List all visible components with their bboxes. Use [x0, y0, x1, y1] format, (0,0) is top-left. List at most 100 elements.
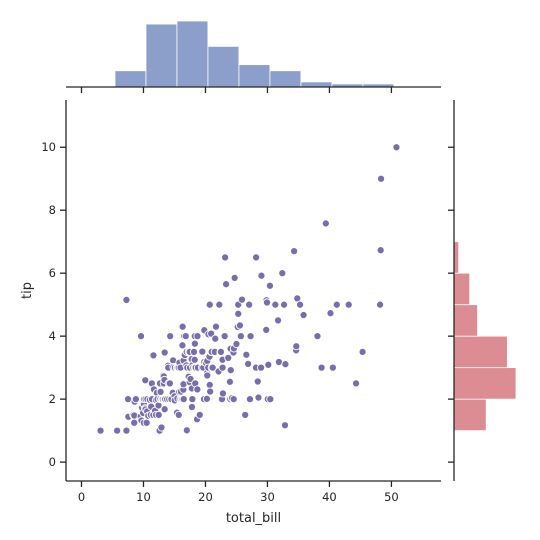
- scatter-point: [157, 423, 166, 432]
- scatter-point: [242, 350, 251, 359]
- scatter-point: [234, 309, 243, 318]
- scatter-point: [332, 300, 341, 309]
- scatter-point: [252, 253, 261, 262]
- right-hist-bar: [453, 398, 487, 432]
- top-hist-bar: [207, 45, 240, 88]
- scatter-point: [181, 332, 190, 341]
- scatter-point: [241, 410, 250, 419]
- right-hist-bar: [453, 272, 471, 306]
- scatter-point: [245, 395, 255, 404]
- scatter-point: [273, 316, 283, 325]
- right-marginal-histogram: [448, 100, 517, 481]
- scatter-point: [317, 363, 326, 372]
- scatter-point: [377, 174, 386, 183]
- x-tick-label: 40: [322, 490, 337, 504]
- scatter-point: [280, 421, 290, 430]
- right-hist-bar: [453, 367, 517, 400]
- scatter-point: [236, 332, 245, 341]
- scatter-points: [96, 143, 401, 435]
- scatter-point: [131, 395, 140, 404]
- scatter-point: [257, 271, 266, 280]
- scatter-point: [290, 247, 299, 256]
- scatter-point: [220, 332, 229, 341]
- x-axis-label: total_bill: [226, 511, 281, 526]
- scatter-point: [202, 394, 211, 403]
- scatter-point: [193, 385, 202, 394]
- scatter-point: [190, 339, 199, 348]
- scatter-point: [198, 347, 207, 356]
- x-tick-label: 10: [136, 490, 151, 504]
- scatter-point: [203, 371, 212, 380]
- scatter-point: [156, 387, 165, 396]
- scatter-point: [392, 143, 401, 152]
- scatter-point: [232, 339, 241, 349]
- scatter-point: [244, 359, 253, 368]
- scatter-point: [211, 334, 220, 343]
- y-axis-label: tip: [20, 282, 35, 299]
- scatter-point: [96, 426, 105, 435]
- scatter-point: [376, 300, 385, 309]
- scatter-point: [190, 355, 199, 364]
- scatter-point: [222, 280, 231, 289]
- y-tick-label: 8: [49, 203, 56, 217]
- scatter-point: [278, 269, 287, 278]
- scatter-point: [205, 300, 214, 309]
- scatter-point: [179, 395, 188, 404]
- right-hist-bar: [453, 304, 478, 337]
- scatter-point: [299, 311, 308, 320]
- scatter-point: [313, 332, 322, 341]
- scatter-point: [281, 360, 290, 369]
- scatter-point: [195, 410, 204, 419]
- scatter-point: [230, 273, 239, 282]
- scatter-point: [262, 298, 272, 307]
- scatter-point: [246, 332, 255, 341]
- scatter-point: [225, 377, 234, 386]
- top-hist-bar: [300, 81, 333, 88]
- scatter-point: [141, 376, 150, 385]
- scatter-point: [295, 300, 305, 309]
- scatter-point: [235, 321, 244, 330]
- y-tick-label: 2: [49, 392, 56, 406]
- scatter-point: [218, 363, 227, 372]
- scatter-point: [205, 380, 214, 390]
- scatter-point: [165, 379, 174, 388]
- scatter-point: [193, 332, 202, 341]
- x-tick-label: 0: [78, 490, 85, 504]
- x-tick-label: 50: [384, 490, 399, 504]
- scatter-point: [211, 322, 221, 331]
- scatter-point: [253, 377, 262, 386]
- scatter-point: [208, 363, 217, 372]
- top-hist-bar: [238, 64, 271, 88]
- right-hist-bar: [453, 241, 460, 274]
- scatter-point: [221, 253, 230, 262]
- scatter-point: [224, 353, 233, 362]
- scatter-point: [206, 387, 215, 396]
- scatter-point: [358, 347, 367, 356]
- scatter-point: [122, 295, 131, 305]
- scatter-point: [262, 325, 271, 334]
- scatter-point: [292, 342, 301, 351]
- scatter-point: [136, 332, 146, 341]
- scatter-point: [122, 426, 131, 435]
- scatter-point: [321, 219, 330, 228]
- y-tick-label: 4: [49, 329, 56, 343]
- scatter-point: [245, 300, 254, 309]
- scatter-point: [226, 366, 235, 375]
- top-hist-bar: [269, 70, 302, 88]
- right-hist-bar: [453, 335, 508, 369]
- scatter-point: [216, 347, 225, 356]
- scatter-point: [154, 410, 163, 419]
- scatter-point: [229, 395, 238, 404]
- scatter-point: [237, 295, 247, 304]
- scatter-point: [174, 410, 183, 419]
- scatter-point: [266, 395, 275, 404]
- scatter-point: [264, 360, 273, 369]
- scatter-point: [124, 395, 133, 404]
- scatter-point: [160, 348, 169, 357]
- scatter-point: [160, 405, 169, 414]
- x-tick-label: 30: [260, 490, 275, 504]
- scatter-point: [187, 402, 196, 412]
- top-hist-bar: [114, 70, 147, 88]
- y-tick-label: 10: [41, 140, 56, 154]
